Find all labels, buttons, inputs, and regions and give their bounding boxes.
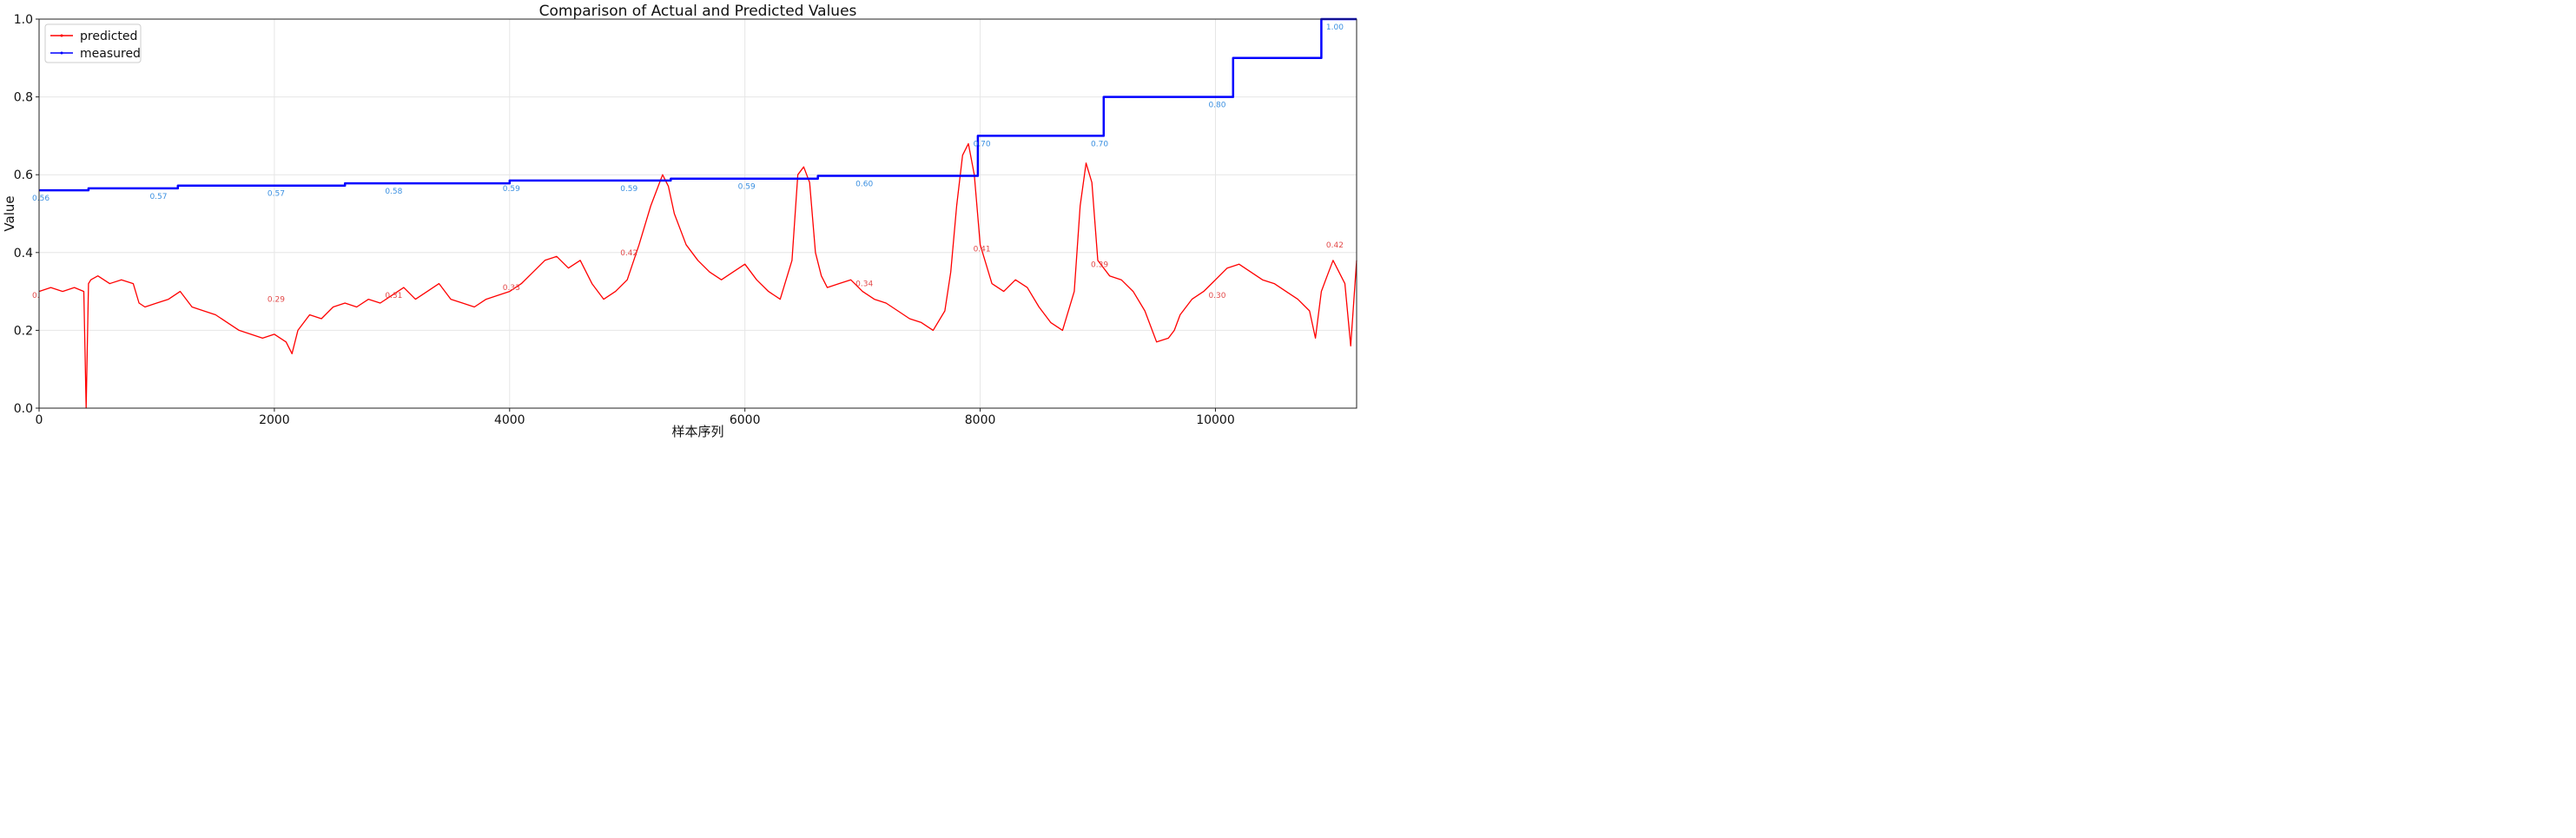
- y-tick-label: 0.4: [14, 247, 33, 261]
- y-tick-label: 0.0: [14, 402, 33, 416]
- data-label-measured: 1.00: [1326, 23, 1344, 32]
- legend-marker-measured: [60, 51, 63, 55]
- data-label-measured: 0.57: [149, 193, 167, 201]
- data-label-measured: 0.58: [385, 188, 402, 196]
- x-tick-label: 6000: [730, 413, 761, 427]
- y-axis: 0.0 0.2 0.4 0.6 0.8 1.0: [14, 13, 39, 416]
- x-tick-label: 4000: [494, 413, 525, 427]
- data-label-measured: 0.56: [32, 195, 50, 203]
- data-label-predicted: 0.42: [1326, 241, 1344, 250]
- data-label-measured: 0.59: [503, 185, 520, 194]
- data-label-measured: 0.80: [1208, 102, 1225, 110]
- series-line-predicted: [38, 142, 1357, 409]
- chart-container: Comparison of Actual and Predicted Value…: [0, 0, 1358, 442]
- data-label-measured: 0.59: [738, 183, 756, 192]
- chart-title: Comparison of Actual and Predicted Value…: [539, 3, 857, 20]
- legend-marker-predicted: [60, 34, 63, 37]
- legend-label-measured: measured: [80, 47, 141, 61]
- data-label-predicted: 0.41: [974, 245, 991, 254]
- data-label-predicted: 0.33: [503, 284, 520, 293]
- data-label-measured: 0.70: [974, 140, 991, 148]
- y-tick-label: 1.0: [14, 13, 33, 27]
- y-tick-label: 0.2: [14, 324, 33, 338]
- series-line-measured: [39, 17, 1357, 192]
- grid: [38, 18, 1357, 409]
- data-label-measured: 0.57: [268, 190, 285, 199]
- data-label-predicted: 0.31: [385, 292, 402, 300]
- data-label-measured: 0.70: [1091, 140, 1108, 148]
- legend-label-predicted: predicted: [80, 30, 137, 43]
- data-label-predicted: 0.42: [620, 249, 637, 258]
- data-label-predicted: 0.39: [1091, 261, 1108, 269]
- data-label-predicted: 0.29: [268, 296, 285, 305]
- y-axis-label: Value: [2, 195, 17, 231]
- data-labels-layer: 0.56 0.57 0.57 0.58 0.59 0.59 0.59 0.60 0.70 0.70…: [32, 23, 1344, 305]
- data-label-predicted: 0.: [32, 292, 40, 300]
- legend: predicted measured: [44, 23, 142, 63]
- x-axis-label: 样本序列: [671, 424, 723, 439]
- series-layer: [38, 17, 1357, 409]
- y-tick-label: 0.6: [14, 168, 33, 182]
- x-tick-label: 8000: [965, 413, 996, 427]
- x-tick-label: 2000: [259, 413, 290, 427]
- x-tick-label: 10000: [1196, 413, 1235, 427]
- y-tick-label: 0.8: [14, 91, 33, 105]
- x-tick-label: 0: [36, 413, 43, 427]
- data-label-predicted: 0.30: [1208, 292, 1225, 300]
- x-axis: 0 2000 4000 6000 8000 10000: [36, 408, 1235, 427]
- data-label-measured: 0.59: [620, 185, 637, 194]
- data-label-measured: 0.60: [855, 181, 873, 189]
- data-label-predicted: 0.34: [855, 280, 873, 289]
- plot-frame: [38, 18, 1357, 409]
- line-chart: Comparison of Actual and Predicted Value…: [2, 3, 1357, 439]
